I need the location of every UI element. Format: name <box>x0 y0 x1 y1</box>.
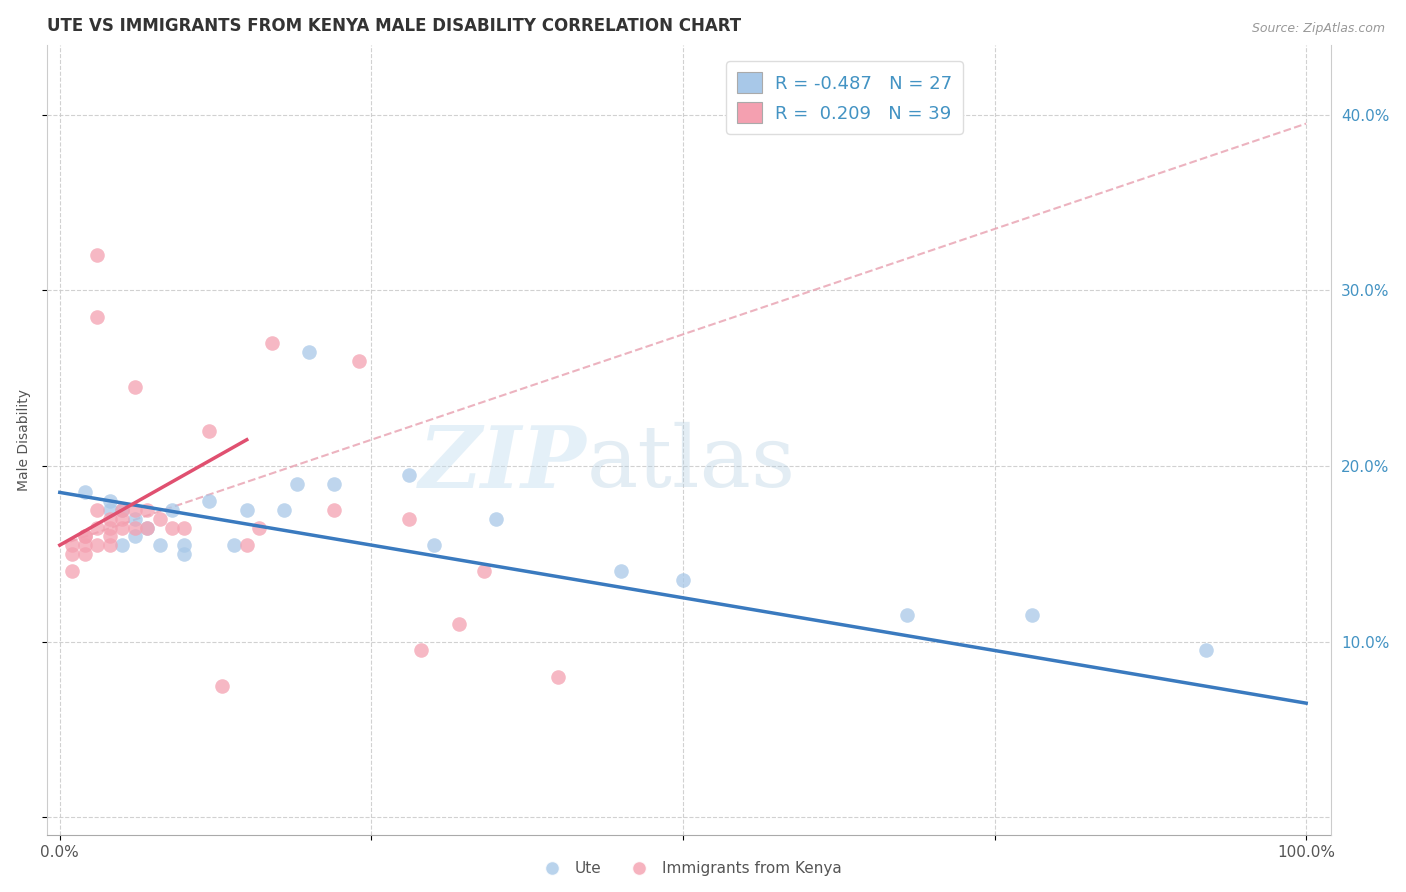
Point <box>160 503 183 517</box>
Point <box>247 520 270 534</box>
Point <box>73 529 96 543</box>
Point <box>98 494 121 508</box>
Point <box>173 547 195 561</box>
Point <box>124 512 146 526</box>
Point <box>124 529 146 543</box>
Text: Source: ZipAtlas.com: Source: ZipAtlas.com <box>1251 22 1385 36</box>
Point <box>86 503 108 517</box>
Point <box>547 670 569 684</box>
Point <box>422 538 444 552</box>
Point <box>73 485 96 500</box>
Point <box>148 538 170 552</box>
Point <box>98 538 121 552</box>
Point <box>160 520 183 534</box>
Point <box>73 529 96 543</box>
Point <box>173 520 195 534</box>
Point <box>1021 608 1043 623</box>
Point <box>136 503 159 517</box>
Point <box>173 538 195 552</box>
Point <box>111 503 134 517</box>
Point <box>609 565 631 579</box>
Point <box>1195 643 1218 657</box>
Point <box>60 565 83 579</box>
Text: atlas: atlas <box>586 422 796 505</box>
Point <box>86 520 108 534</box>
Point <box>111 512 134 526</box>
Point <box>124 380 146 394</box>
Point <box>98 529 121 543</box>
Point <box>411 643 433 657</box>
Point <box>60 547 83 561</box>
Point <box>285 476 308 491</box>
Point <box>198 424 221 438</box>
Point <box>211 679 233 693</box>
Point <box>86 538 108 552</box>
Point <box>111 503 134 517</box>
Point <box>323 476 346 491</box>
Point <box>447 617 470 632</box>
Point <box>398 512 420 526</box>
Point <box>60 538 83 552</box>
Point <box>323 503 346 517</box>
Point <box>111 538 134 552</box>
Point <box>236 503 259 517</box>
Point <box>236 538 259 552</box>
Point <box>73 547 96 561</box>
Point <box>485 512 508 526</box>
Point <box>298 345 321 359</box>
Text: ZIP: ZIP <box>419 422 586 505</box>
Point <box>98 503 121 517</box>
Point <box>111 520 134 534</box>
Point <box>260 336 283 351</box>
Legend: Ute, Immigrants from Kenya: Ute, Immigrants from Kenya <box>530 855 848 882</box>
Point <box>148 512 170 526</box>
Point <box>672 573 695 587</box>
Point <box>198 494 221 508</box>
Point <box>86 310 108 324</box>
Point <box>896 608 918 623</box>
Point <box>472 565 495 579</box>
Point <box>136 520 159 534</box>
Point <box>86 248 108 262</box>
Point <box>398 467 420 482</box>
Point <box>98 512 121 526</box>
Point <box>136 520 159 534</box>
Y-axis label: Male Disability: Male Disability <box>17 389 31 491</box>
Point <box>124 520 146 534</box>
Point <box>273 503 295 517</box>
Point <box>224 538 246 552</box>
Point <box>98 520 121 534</box>
Point <box>124 503 146 517</box>
Point <box>347 353 370 368</box>
Text: UTE VS IMMIGRANTS FROM KENYA MALE DISABILITY CORRELATION CHART: UTE VS IMMIGRANTS FROM KENYA MALE DISABI… <box>48 17 741 35</box>
Point <box>73 538 96 552</box>
